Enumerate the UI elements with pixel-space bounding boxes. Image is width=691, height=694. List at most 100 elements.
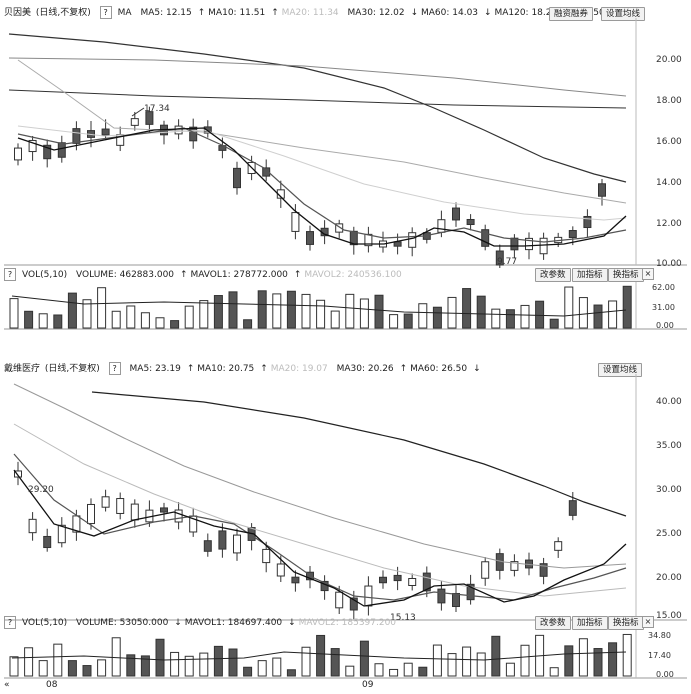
help-icon[interactable]: ? [99, 6, 112, 19]
price-tick-2: 18.00 [656, 96, 682, 106]
candle [174, 502, 183, 530]
volume-bar [9, 656, 19, 677]
candle [57, 135, 66, 163]
candle [291, 204, 300, 240]
volume-bar [432, 644, 442, 677]
volume-bar [257, 290, 267, 329]
vol-help-icon[interactable]: ? [4, 268, 16, 281]
ma-line-60 [17, 59, 627, 204]
time-axis: « 08 09 [4, 680, 687, 694]
switch-indicator-button[interactable]: 换指标 [608, 268, 644, 282]
candle [57, 517, 66, 548]
volume-bar [359, 298, 369, 329]
month-label-08: 08 [46, 680, 58, 690]
price-tick-3: 30.00 [656, 485, 682, 495]
volume-bar [564, 645, 574, 677]
switch-indicator-button[interactable]: 换指标 [608, 616, 644, 630]
volume-bar [82, 665, 92, 677]
edit-params-button[interactable]: 改参数 [535, 268, 571, 282]
edit-params-button[interactable]: 改参数 [535, 616, 571, 630]
vol-tick-3: 0.00 [656, 321, 674, 330]
volume-bar [330, 310, 340, 329]
volume-bar [418, 666, 428, 677]
price-tick-1: 20.00 [656, 55, 682, 65]
candle [14, 461, 22, 486]
volume-bar [184, 655, 194, 677]
candle [218, 523, 227, 558]
ma-settings-button[interactable]: 设置均线 [601, 7, 646, 21]
help-icon[interactable]: ? [108, 362, 121, 375]
close-indicator-button[interactable]: × [642, 616, 654, 628]
volume-bar [593, 304, 603, 329]
volume-bar [593, 648, 603, 677]
vol-tick-2: 31.00 [652, 303, 675, 312]
candle [28, 512, 37, 541]
ma10-value: MA10: 11.51 [208, 8, 266, 18]
volume-bar [170, 651, 180, 677]
add-indicator-button[interactable]: 加指标 [572, 616, 608, 630]
volume-bar [243, 319, 253, 329]
scroll-left-icon[interactable]: « [4, 680, 10, 690]
candle [160, 502, 168, 522]
volume-bar [549, 318, 559, 329]
volume-bar [53, 314, 63, 329]
volume-bar [126, 654, 136, 677]
volume-value: VOLUME: 53050.000 [76, 618, 169, 628]
margin-trading-button[interactable]: 融资融券 [549, 7, 594, 21]
volume-bar [374, 663, 384, 677]
candle [72, 509, 81, 541]
mavol2-value: MAVOL2: 240536.100 [304, 270, 402, 280]
ma60-value: MA60: 14.03 [421, 8, 479, 18]
vol-tick-1: 34.80 [648, 631, 671, 640]
mavol1-line [11, 295, 627, 317]
volume-bar [228, 648, 238, 677]
ma-settings-button[interactable]: 设置均线 [598, 363, 643, 377]
volume-bar [622, 285, 632, 329]
ma-line-long [8, 33, 627, 183]
volume-bar [111, 310, 121, 329]
add-indicator-button[interactable]: 加指标 [572, 268, 608, 282]
volume-bar [272, 657, 282, 677]
top-volume-chart: 62.00 31.00 0.00 [4, 282, 687, 330]
price-tick-4: 25.00 [656, 529, 682, 539]
volume-bar [24, 647, 34, 677]
volume-bar [301, 646, 311, 677]
ma-line-10 [17, 127, 627, 243]
volume-bar [345, 293, 355, 329]
ma30-value: MA30: 12.02 [347, 8, 405, 18]
candle [130, 111, 139, 131]
price-tick-4: 14.00 [656, 178, 682, 188]
volume-bar [520, 304, 530, 329]
candle [481, 557, 490, 586]
price-tick-2: 35.00 [656, 441, 682, 451]
price-tick-1: 40.00 [656, 397, 682, 407]
volume-bar [170, 320, 180, 329]
candle [568, 492, 577, 521]
volume-bar [286, 290, 296, 329]
candle [364, 226, 373, 253]
ma-line-upper [8, 57, 627, 97]
price-tick-3: 16.00 [656, 137, 682, 147]
volume-bar [97, 287, 107, 329]
volume-bar [608, 642, 618, 677]
price-tick-5: 20.00 [656, 573, 682, 583]
candle [495, 244, 504, 268]
top-price-chart: 17.34 9.77 20.00 18.00 16.00 14.00 12.00… [4, 18, 687, 268]
volume-bar [476, 652, 486, 677]
volume-bar [374, 294, 384, 329]
volume-bar [38, 660, 48, 677]
candle [14, 143, 22, 166]
ma-line-5 [17, 127, 627, 247]
ma10-value: MA10: 20.75 [197, 364, 255, 374]
volume-value: VOLUME: 462883.000 [76, 270, 175, 280]
ma-label: MA [117, 8, 132, 18]
volume-bar [213, 295, 223, 329]
volume-bar [564, 286, 574, 329]
volume-bar [140, 312, 150, 329]
volume-bar [622, 633, 632, 677]
ma20-value: MA20: 19.07 [270, 364, 328, 374]
vol-help-icon[interactable]: ? [4, 616, 16, 629]
volume-bar [389, 314, 399, 329]
volume-bar [9, 298, 19, 329]
close-indicator-button[interactable]: × [642, 268, 654, 280]
